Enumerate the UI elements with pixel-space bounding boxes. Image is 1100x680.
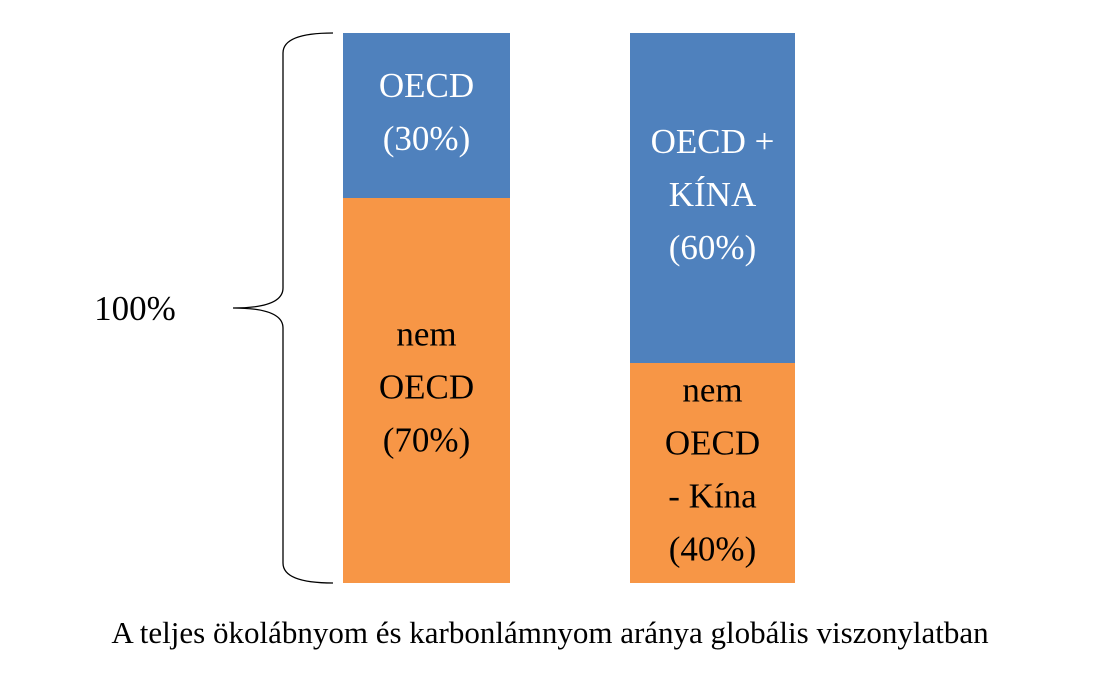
segment-label: - Kína bbox=[668, 477, 757, 516]
brace bbox=[232, 32, 334, 584]
segment-label: OECD + bbox=[651, 122, 775, 161]
bar-segment bbox=[343, 33, 510, 198]
segment-label: (30%) bbox=[383, 119, 470, 158]
segment-label: KÍNA bbox=[669, 175, 757, 214]
segment-label: nem bbox=[682, 371, 742, 410]
segment-label: nem bbox=[396, 315, 456, 354]
segment-label: (60%) bbox=[669, 228, 756, 267]
chart-title: A teljes ökolábnyom és karbonlámnyom ará… bbox=[111, 615, 989, 650]
bar-segment bbox=[343, 198, 510, 583]
bar-segment bbox=[630, 33, 795, 363]
segment-label: (40%) bbox=[669, 530, 756, 569]
segment-label: OECD bbox=[379, 66, 474, 105]
bar-segment bbox=[630, 363, 795, 583]
segment-label: (70%) bbox=[383, 421, 470, 460]
segment-label: OECD bbox=[379, 368, 474, 407]
segment-label: OECD bbox=[665, 424, 760, 463]
brace-label: 100% bbox=[94, 289, 176, 328]
